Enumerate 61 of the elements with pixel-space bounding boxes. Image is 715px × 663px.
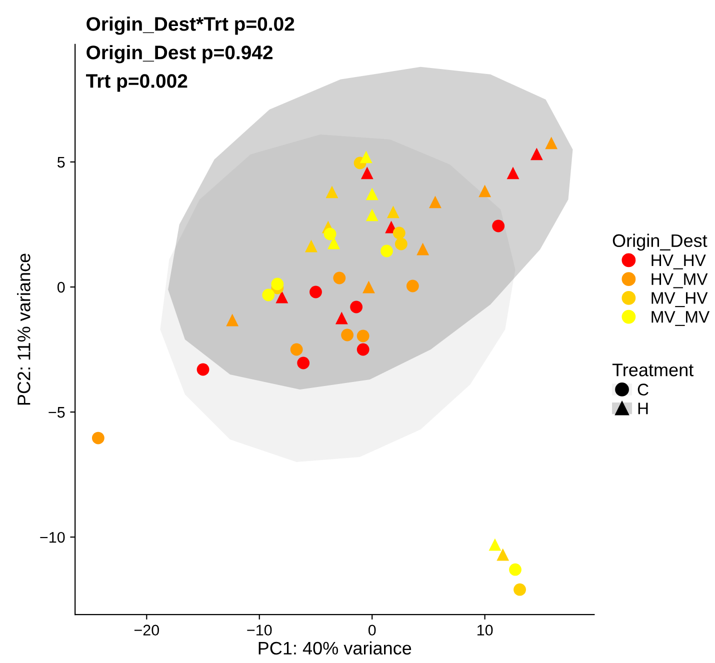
point xyxy=(366,208,378,222)
point xyxy=(360,166,374,180)
point xyxy=(310,286,322,298)
point xyxy=(333,272,346,284)
text: Origin_Dest xyxy=(612,234,708,251)
point xyxy=(328,236,340,250)
point xyxy=(506,166,520,180)
point xyxy=(530,148,543,160)
legend-label: MV_HV xyxy=(652,292,708,308)
point xyxy=(380,244,393,258)
point xyxy=(492,220,505,232)
point xyxy=(416,242,430,256)
point xyxy=(226,314,239,326)
point xyxy=(305,240,318,252)
point xyxy=(392,226,406,240)
point xyxy=(341,328,354,342)
annotation: Trt p=0.002 xyxy=(86,74,188,92)
text: Origin_Dest*Trt p=0.02 xyxy=(86,16,294,35)
point xyxy=(92,432,104,444)
point xyxy=(360,150,372,164)
point xyxy=(545,136,558,150)
point xyxy=(271,278,284,290)
annotation: Origin_Dest p=0.942 xyxy=(86,45,273,64)
x-tick-label: −20 xyxy=(134,624,160,636)
point xyxy=(488,538,502,551)
point xyxy=(276,290,288,304)
point xyxy=(262,288,275,302)
x-axis-title: PC1: 40% variance xyxy=(258,641,412,655)
text: Treatment xyxy=(612,364,694,376)
point xyxy=(350,300,363,314)
point xyxy=(394,238,408,250)
point xyxy=(514,583,526,596)
x-tick-label: 0 xyxy=(368,624,376,636)
point xyxy=(478,184,492,198)
x-tick-label: 10 xyxy=(477,624,493,636)
y-tick-label: 5 xyxy=(57,156,65,168)
legend-label: H xyxy=(638,402,648,414)
legend-label: MV_MV xyxy=(652,311,710,326)
point xyxy=(386,206,400,218)
point xyxy=(356,330,370,342)
point xyxy=(196,363,210,376)
legend-label: HV_HV xyxy=(652,254,706,270)
y-tick-label: 0 xyxy=(57,282,65,293)
point xyxy=(297,356,310,370)
point xyxy=(406,280,419,292)
x-tick-label: −10 xyxy=(247,624,272,636)
y-tick-label: −5 xyxy=(48,407,65,418)
legend-label: HV_MV xyxy=(652,273,708,288)
y-axis-title: PC2: 11% variance xyxy=(17,254,30,405)
point xyxy=(509,563,522,576)
point xyxy=(356,343,370,356)
point xyxy=(366,188,378,200)
legend-label: C xyxy=(638,384,648,396)
point xyxy=(335,312,348,324)
point xyxy=(290,343,303,356)
point xyxy=(429,196,442,208)
point xyxy=(326,186,338,198)
point xyxy=(324,228,336,240)
point xyxy=(362,280,375,294)
point xyxy=(496,548,510,561)
y-tick-label: −10 xyxy=(40,532,65,543)
